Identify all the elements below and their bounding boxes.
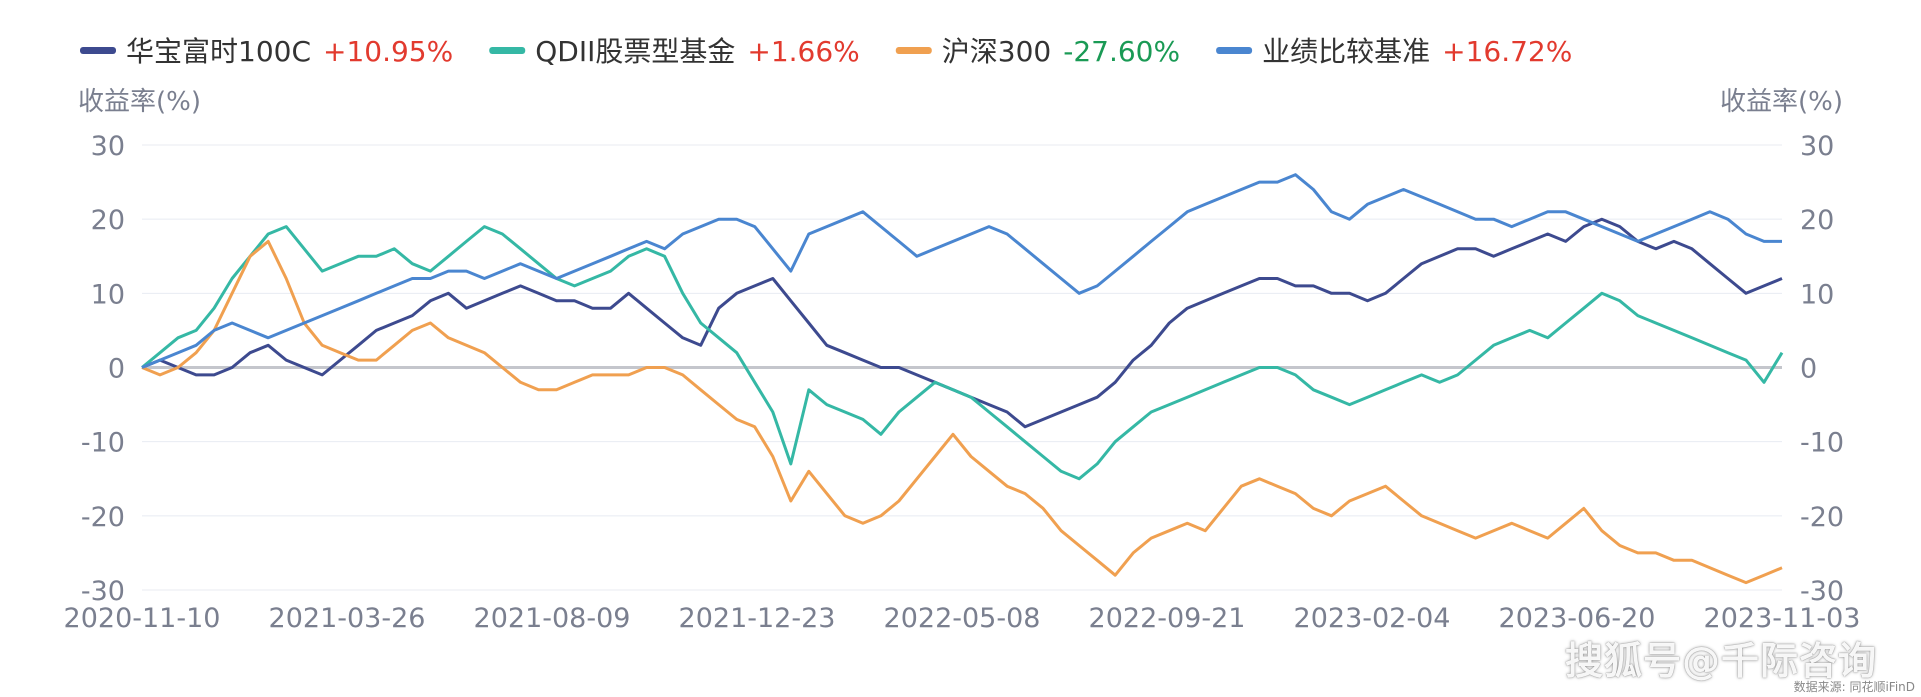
y-axis-ticks: 30 30 20 20 10 10 0 0 -10 -10 -20 -20 -30 -30 [81, 131, 1844, 607]
y-tick-label-left: -10 [81, 428, 125, 459]
legend-swatch [80, 47, 116, 54]
series-line [141, 225, 1784, 481]
series-lines [141, 173, 1784, 585]
legend-swatch [1216, 47, 1253, 54]
x-tick-label: 2021-12-23 [679, 603, 836, 634]
legend-label: QDII股票型基金 [535, 35, 735, 68]
y-tick-label-left: 10 [91, 279, 125, 310]
legend-swatch [895, 47, 932, 54]
y-axis-title-right: 收益率(%) [1720, 87, 1843, 117]
x-tick-label: 2021-08-09 [474, 603, 631, 634]
y-tick-label-right: 0 [1800, 354, 1817, 385]
legend-swatch [489, 47, 526, 54]
legend: 华宝富时100C +10.95% QDII股票型基金 +1.66% 沪深300 -27.6… [80, 35, 1572, 68]
y-tick-label-left: 30 [91, 131, 125, 162]
legend-return-value: -27.60% [1063, 35, 1180, 68]
series-line [141, 239, 1783, 585]
legend-return-value: +10.95% [323, 35, 453, 68]
x-tick-label: 2023-06-20 [1499, 603, 1656, 634]
x-tick-label: 2021-03-26 [269, 603, 426, 634]
y-tick-label-left: 20 [91, 205, 125, 236]
y-tick-label-left: -20 [81, 502, 125, 533]
data-source-note: 数据来源: 同花顺iFinD [1793, 680, 1915, 694]
y-tick-label-right: 30 [1800, 131, 1834, 162]
legend-return-value: +16.72% [1442, 35, 1572, 68]
x-tick-label: 2020-11-10 [64, 603, 221, 634]
legend-label: 沪深300 [942, 35, 1051, 68]
legend-return-value: +1.66% [747, 35, 859, 68]
x-tick-label: 2023-02-04 [1294, 603, 1451, 634]
x-axis-ticks: 2020-11-10 2021-03-26 2021-08-09 2021-12-23… [64, 603, 1861, 634]
y-tick-label-right: 20 [1800, 205, 1834, 236]
x-tick-label: 2022-09-21 [1089, 603, 1246, 634]
legend-label: 业绩比较基准 [1262, 35, 1430, 68]
y-tick-label-left: 0 [108, 354, 125, 385]
grid-lines [142, 144, 1782, 591]
x-tick-label: 2023-11-03 [1704, 603, 1861, 634]
watermark: 搜狐号@千际咨询 [1565, 639, 1878, 683]
legend-label: 华宝富时100C [126, 35, 311, 68]
x-tick-label: 2022-05-08 [884, 603, 1041, 634]
series-line [141, 173, 1782, 369]
y-axis-title-left: 收益率(%) [78, 87, 201, 117]
y-tick-label-right: -10 [1800, 428, 1844, 459]
y-tick-label-right: -20 [1800, 502, 1844, 533]
y-tick-label-right: 10 [1800, 279, 1834, 310]
y-tick-label-right: -30 [1800, 576, 1844, 607]
y-tick-label-left: -30 [81, 576, 125, 607]
